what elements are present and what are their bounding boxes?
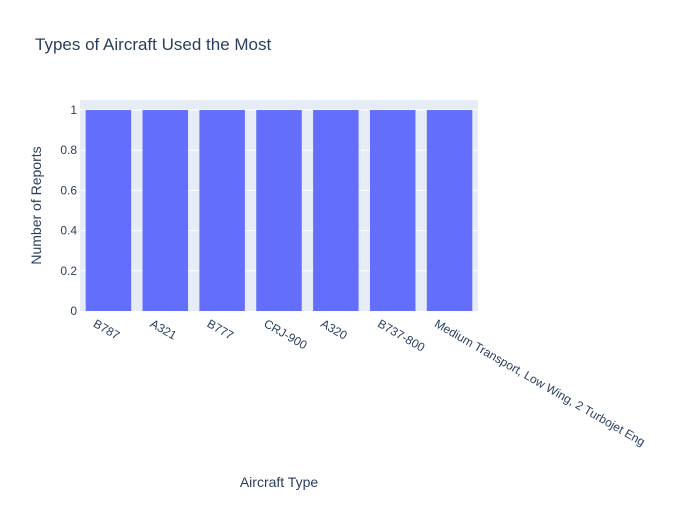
- y-tick-label: 1: [70, 103, 77, 117]
- y-axis-title: Number of Reports: [28, 146, 44, 264]
- bar-crj-900: [256, 110, 302, 311]
- bar-b777: [199, 110, 245, 311]
- x-tick-label: B787: [91, 316, 123, 342]
- bar-b787: [85, 110, 132, 311]
- bar-b737-800: [369, 110, 416, 311]
- y-tick-label: 0: [70, 304, 77, 318]
- y-tick-label: 0.6: [60, 183, 77, 197]
- bar-a320: [313, 110, 359, 311]
- x-axis-title: Aircraft Type: [240, 474, 319, 490]
- x-tick-label: Medium Transport, Low Wing, 2 Turbojet E…: [432, 316, 648, 449]
- chart-title: Types of Aircraft Used the Most: [35, 35, 271, 54]
- y-tick-label: 0.2: [60, 264, 77, 278]
- bar-a321: [142, 110, 189, 311]
- y-tick-label: 0.8: [60, 143, 77, 157]
- x-tick-label: CRJ-900: [262, 316, 310, 352]
- y-tick-label: 0.4: [60, 224, 77, 238]
- x-tick-label: A321: [148, 316, 180, 342]
- x-tick-label: B777: [205, 316, 237, 342]
- bars: [85, 110, 473, 311]
- y-tick-labels: 0 0.2 0.4 0.6 0.8 1: [60, 103, 77, 318]
- x-tick-label: A320: [318, 316, 350, 342]
- x-tick-label: B737-800: [375, 316, 427, 354]
- x-tick-labels: B787 A321 B777 CRJ-900 A320 B737-800 Medium Tr…: [91, 316, 648, 449]
- bar-medium-transport-low-wing-2-turbojet-eng: [426, 110, 473, 311]
